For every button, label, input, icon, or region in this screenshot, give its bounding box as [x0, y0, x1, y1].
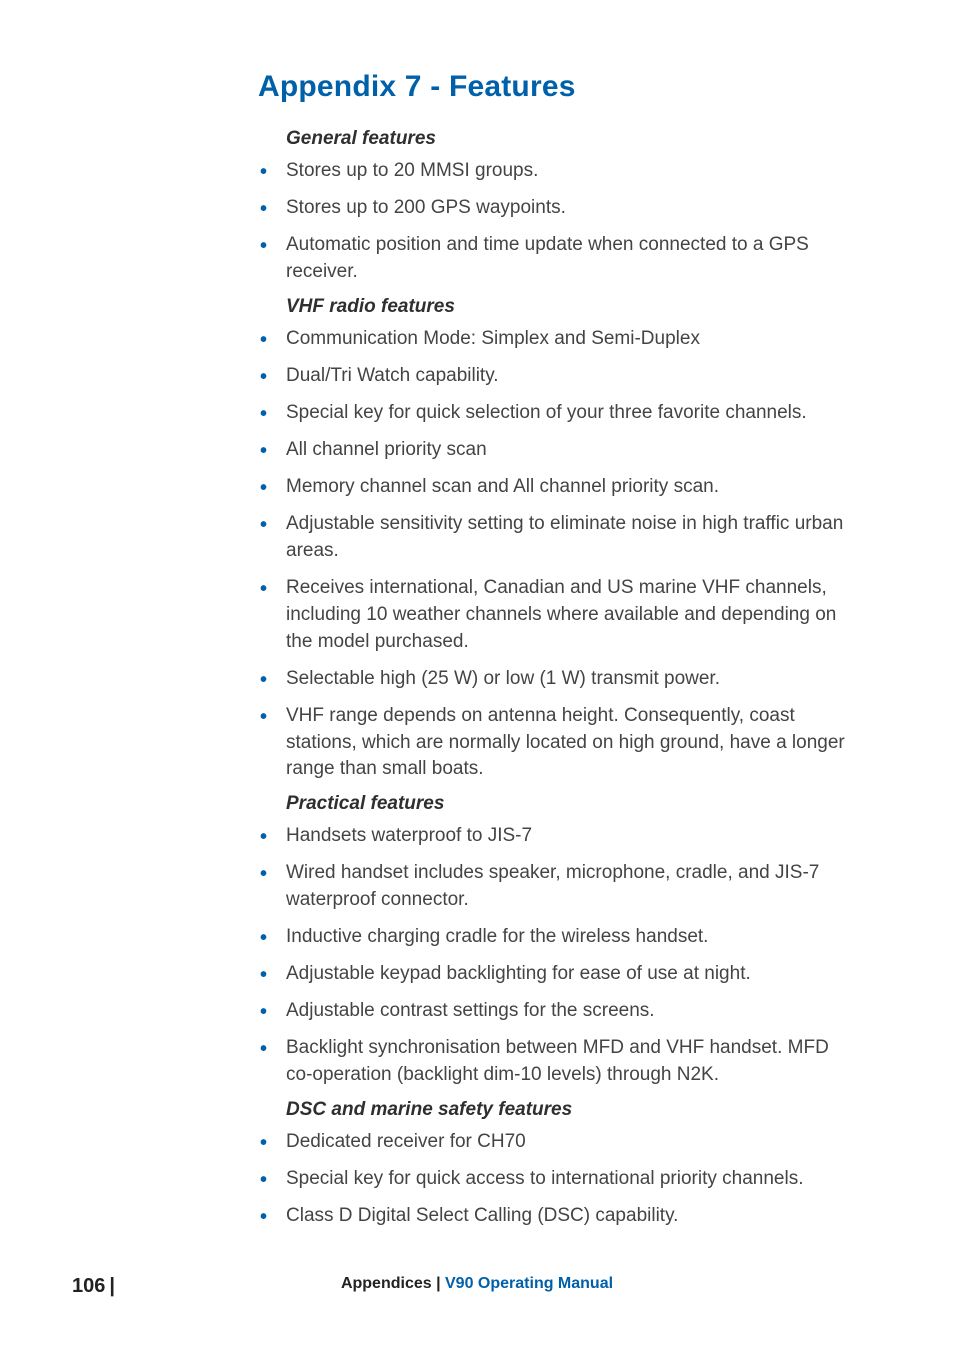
page-number: 106: [72, 1275, 105, 1298]
page-number-bar: |: [109, 1275, 115, 1298]
list-item: Adjustable sensitivity setting to elimin…: [258, 511, 846, 565]
section-practical: Practical features Handsets waterproof t…: [258, 793, 846, 1089]
list-item: VHF range depends on antenna height. Con…: [258, 703, 846, 784]
list-item: Selectable high (25 W) or low (1 W) tran…: [258, 666, 846, 693]
footer-section-label: Appendices: [341, 1275, 432, 1292]
footer-manual-label: V90 Operating Manual: [445, 1275, 613, 1292]
list-item: Inductive charging cradle for the wirele…: [258, 924, 846, 951]
section-vhf: VHF radio features Communication Mode: S…: [258, 296, 846, 784]
bullet-list: Dedicated receiver for CH70 Special key …: [258, 1129, 846, 1230]
footer-separator: |: [432, 1275, 445, 1292]
section-dsc: DSC and marine safety features Dedicated…: [258, 1099, 846, 1230]
list-item: Receives international, Canadian and US …: [258, 575, 846, 656]
list-item: Adjustable keypad backlighting for ease …: [258, 961, 846, 988]
list-item: Backlight synchronisation between MFD an…: [258, 1035, 846, 1089]
list-item: All channel priority scan: [258, 437, 846, 464]
list-item: Stores up to 200 GPS waypoints.: [258, 195, 846, 222]
section-heading: Practical features: [286, 793, 846, 815]
content-area: Appendix 7 - Features General features S…: [258, 70, 846, 1230]
bullet-list: Handsets waterproof to JIS-7 Wired hands…: [258, 823, 846, 1089]
list-item: Stores up to 20 MMSI groups.: [258, 158, 846, 185]
list-item: Dual/Tri Watch capability.: [258, 363, 846, 390]
list-item: Class D Digital Select Calling (DSC) cap…: [258, 1203, 846, 1230]
footer-center: Appendices | V90 Operating Manual: [341, 1275, 613, 1293]
bullet-list: Communication Mode: Simplex and Semi-Dup…: [258, 326, 846, 784]
bullet-list: Stores up to 20 MMSI groups. Stores up t…: [258, 158, 846, 286]
page-footer: 106 | Appendices | V90 Operating Manual: [0, 1275, 954, 1298]
list-item: Dedicated receiver for CH70: [258, 1129, 846, 1156]
page-title: Appendix 7 - Features: [258, 70, 846, 104]
list-item: Special key for quick access to internat…: [258, 1166, 846, 1193]
list-item: Adjustable contrast settings for the scr…: [258, 998, 846, 1025]
section-general: General features Stores up to 20 MMSI gr…: [258, 128, 846, 286]
document-page: Appendix 7 - Features General features S…: [0, 0, 954, 1354]
section-heading: VHF radio features: [286, 296, 846, 318]
list-item: Handsets waterproof to JIS-7: [258, 823, 846, 850]
section-heading: General features: [286, 128, 846, 150]
list-item: Communication Mode: Simplex and Semi-Dup…: [258, 326, 846, 353]
section-heading: DSC and marine safety features: [286, 1099, 846, 1121]
list-item: Special key for quick selection of your …: [258, 400, 846, 427]
list-item: Wired handset includes speaker, micropho…: [258, 860, 846, 914]
list-item: Automatic position and time update when …: [258, 232, 846, 286]
list-item: Memory channel scan and All channel prio…: [258, 474, 846, 501]
